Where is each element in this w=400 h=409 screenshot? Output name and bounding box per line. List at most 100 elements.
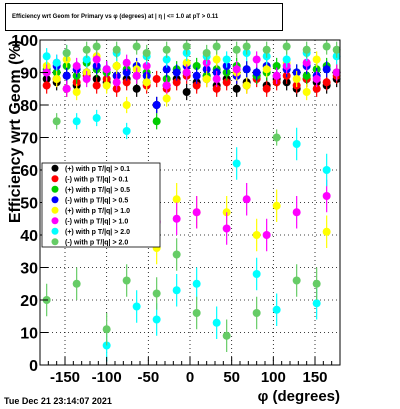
data-point [102,325,111,334]
data-point [312,55,321,64]
data-point [152,315,161,324]
data-point [232,65,241,74]
data-point [152,117,161,126]
axis-ticks: -150 -100 -50 0 50 100 150 0 10 20 30 40 50 60 70 80 90 1… [11,33,333,386]
data-point [172,68,181,77]
x-tick-label: -50 [137,369,159,386]
legend-box [41,162,161,248]
data-point [212,55,221,64]
data-point [122,276,131,285]
data-point [232,159,241,168]
x-tick-label: 0 [186,369,194,386]
data-point [242,65,251,74]
y-axis-label: Efficiency wrt Geom (%) [7,40,24,223]
data-point [272,71,281,80]
x-tick-label: -150 [50,369,80,386]
timestamp: Tue Dec 21 23:14:07 2021 [4,396,112,406]
legend-marker [51,227,59,235]
y-tick-label: 40 [20,228,38,245]
data-point [322,166,331,174]
x-axis-label: φ (degrees) [258,388,340,405]
data-point [152,101,161,109]
data-point [262,84,271,93]
data-point [302,88,311,96]
data-point [82,55,91,64]
data-point [192,62,201,70]
y-tick-label: 20 [20,293,38,310]
data-point [312,299,321,308]
data-point [182,68,191,77]
data-point [162,81,171,90]
data-point [132,302,141,311]
data-point [62,71,71,80]
data-points [42,40,341,362]
data-point [182,88,191,96]
data-point [212,42,221,51]
data-point [82,75,91,83]
legend: (+) with p T/|q| > 0.1 (-) with p T/|q| >… [41,162,161,248]
data-point [122,58,131,67]
data-point [242,195,251,204]
data-point [192,279,201,288]
legend-marker [51,164,59,172]
data-point [92,81,101,90]
data-point [322,192,331,200]
legend-marker [51,185,59,193]
data-point [82,45,91,54]
legend-marker [51,238,59,246]
data-point [42,81,51,90]
legend-entry: (-) with p T/|q| > 0.1 [65,176,128,183]
data-point [262,231,271,239]
x-tick-label: 50 [223,369,240,386]
data-point [292,140,301,148]
data-point [252,270,261,278]
data-point [172,250,181,259]
data-point [272,62,281,70]
data-point [202,49,211,57]
data-point [202,75,211,83]
data-point [302,45,311,54]
legend-entry: (-) with p T/|q| > 0.5 [65,197,128,204]
data-point [302,71,311,80]
data-point [252,309,261,317]
x-tick-label: 150 [302,369,327,386]
data-point [312,75,321,83]
data-point [132,71,141,80]
data-point [322,65,331,74]
data-point [132,42,141,51]
data-point [232,84,241,93]
data-point [122,101,131,109]
legend-marker [51,196,59,204]
data-point [272,305,281,314]
data-point [192,81,201,90]
legend-entry: (+) with p T/|q| > 0.1 [65,166,130,173]
y-tick-label: 60 [20,163,38,180]
data-point [72,62,81,70]
data-point [192,71,201,80]
data-point [92,55,101,64]
y-tick-label: 50 [20,196,38,213]
data-point [142,49,151,57]
data-point [322,78,331,87]
data-point [252,55,261,64]
data-point [332,45,341,54]
data-point [102,65,111,74]
legend-entry: (-) with p T/|q| > 2.0 [65,239,128,246]
data-point [62,84,71,93]
data-point [72,88,81,96]
data-point [252,231,261,239]
legend-entry: (-) with p T/|q| > 1.0 [65,218,128,225]
y-tick-label: 80 [20,98,38,115]
data-point [312,279,321,288]
data-point [72,279,81,288]
data-point [272,201,281,210]
data-point [182,58,191,67]
data-point [172,214,181,223]
data-point [152,75,161,83]
x-tick-label: -100 [92,369,122,386]
data-point [62,49,71,57]
data-point [282,55,291,64]
data-point [162,45,171,54]
data-point [112,62,121,70]
data-point [242,81,251,90]
